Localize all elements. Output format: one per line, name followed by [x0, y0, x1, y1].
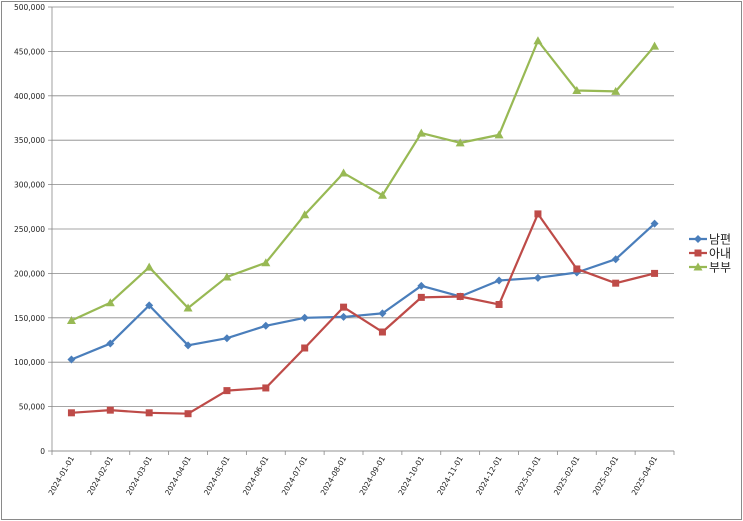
legend-label: 남편 — [709, 233, 731, 247]
y-tick-label: 150,000 — [14, 314, 45, 323]
triangle-marker — [66, 315, 76, 324]
triangle-marker — [377, 190, 387, 199]
x-tick-label: 2025-02-01 — [552, 454, 582, 496]
series-line — [70, 39, 656, 322]
legend-label: 부부 — [709, 261, 731, 275]
y-tick-label: 350,000 — [14, 136, 45, 145]
x-tick-label: 2024-09-01 — [358, 454, 388, 496]
triangle-marker — [494, 130, 504, 139]
x-tick-label: 2024-12-01 — [474, 454, 504, 496]
y-tick-label: 500,000 — [14, 3, 45, 12]
square-marker — [184, 410, 192, 418]
series-line — [71, 212, 655, 415]
x-tick-label: 2024-03-01 — [124, 454, 154, 496]
triangle-marker — [416, 128, 426, 137]
y-tick-label: 200,000 — [14, 269, 45, 278]
diamond-marker — [611, 255, 620, 264]
triangle-marker — [144, 262, 154, 271]
y-tick-label: 0 — [40, 447, 45, 456]
triangle-marker — [455, 138, 465, 147]
square-marker — [106, 406, 114, 414]
diamond-marker — [222, 334, 231, 343]
triangle-marker — [261, 258, 271, 267]
diamond-marker — [694, 235, 702, 243]
x-tick-label: 2025-04-01 — [630, 454, 660, 496]
x-tick-label: 2024-10-01 — [396, 454, 426, 496]
diamond-marker — [261, 321, 270, 330]
square-marker — [378, 328, 386, 336]
x-tick-label: 2024-11-01 — [435, 454, 465, 496]
diamond-marker — [145, 301, 154, 310]
square-marker — [223, 387, 231, 395]
legend-label: 아내 — [709, 247, 731, 261]
square-marker — [456, 292, 464, 300]
square-marker — [417, 293, 425, 301]
triangle-marker — [300, 210, 310, 219]
square-marker — [262, 384, 270, 392]
square-marker — [612, 279, 620, 287]
x-tick-label: 2024-04-01 — [163, 454, 193, 496]
diamond-marker — [67, 355, 76, 364]
series-1 — [67, 210, 659, 418]
triangle-marker — [611, 86, 621, 95]
y-tick-label: 50,000 — [19, 403, 45, 412]
diamond-marker — [106, 339, 115, 348]
x-tick-label: 2025-03-01 — [591, 454, 621, 496]
triangle-marker — [693, 262, 703, 271]
square-marker — [301, 344, 309, 352]
y-tick-label: 300,000 — [14, 181, 45, 190]
diamond-marker — [650, 219, 659, 228]
square-marker — [573, 265, 581, 273]
square-marker — [495, 300, 503, 308]
square-marker — [534, 210, 542, 218]
y-axis: 0 50,000 100,000 150,000 200,000 250,000 300,0… — [14, 3, 53, 456]
x-tick-label: 2024-06-01 — [241, 454, 271, 496]
triangle-marker — [650, 41, 660, 50]
x-tick-label: 2024-08-01 — [319, 454, 349, 496]
diamond-marker — [378, 309, 387, 318]
square-marker — [340, 303, 348, 311]
triangle-marker — [222, 272, 232, 281]
diamond-marker — [417, 281, 426, 290]
x-tick-label: 2024-01-01 — [47, 454, 77, 496]
x-axis: 2024-01-01 2024-02-01 2024-03-01 2024-04-01… — [47, 450, 675, 497]
triangle-marker — [572, 85, 582, 94]
x-tick-label: 2024-02-01 — [85, 454, 115, 496]
diamond-marker — [184, 341, 193, 350]
legend-item-0: 남편 — [689, 233, 731, 247]
series-2 — [66, 36, 660, 324]
x-tick-label: 2024-07-01 — [280, 454, 310, 496]
diamond-marker — [300, 313, 309, 322]
series-line — [71, 222, 656, 361]
legend-item-2: 부부 — [689, 261, 731, 275]
diamond-marker — [495, 276, 504, 285]
y-tick-label: 450,000 — [14, 47, 45, 56]
square-marker — [694, 249, 702, 257]
y-tick-label: 250,000 — [14, 225, 45, 234]
diamond-marker — [339, 312, 348, 321]
square-marker — [651, 269, 659, 277]
diamond-marker — [533, 273, 542, 282]
series-layer — [66, 36, 660, 418]
triangle-marker — [183, 303, 193, 312]
square-marker — [67, 409, 75, 417]
series-0 — [67, 219, 659, 364]
square-marker — [145, 409, 153, 417]
legend-item-1: 아내 — [689, 247, 731, 261]
x-tick-label: 2025-01-01 — [513, 454, 543, 496]
triangle-marker — [105, 298, 115, 307]
gridlines — [52, 6, 674, 452]
x-tick-label: 2024-05-01 — [202, 454, 232, 496]
triangle-marker — [533, 36, 543, 45]
triangle-marker — [339, 168, 349, 177]
y-tick-label: 100,000 — [14, 358, 45, 367]
y-tick-label: 400,000 — [14, 92, 45, 101]
